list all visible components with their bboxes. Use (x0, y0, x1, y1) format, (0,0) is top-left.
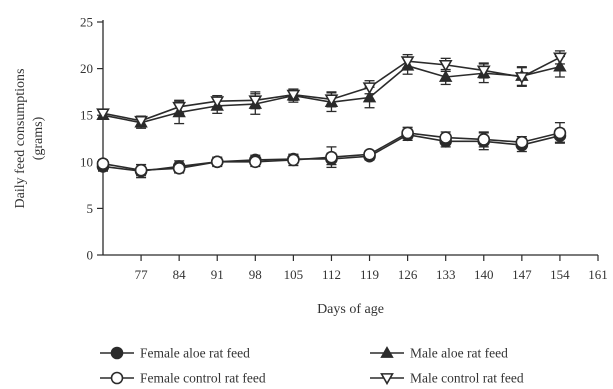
x-axis-title: Days of age (317, 302, 384, 317)
axes: 0 5 10 15 20 25 77 84 91 98 105 112 119 126 133 140 147 1… (80, 15, 608, 283)
data-point (249, 155, 262, 169)
data-point (134, 163, 148, 177)
data-point (96, 108, 110, 121)
x-tick-label: 91 (211, 267, 224, 282)
y-axis-unit: (grams) (31, 116, 46, 160)
data-point (438, 59, 453, 72)
x-tick-label: 147 (512, 267, 532, 282)
series-layer (96, 50, 567, 179)
data-point (96, 157, 110, 170)
x-tick-label: 126 (398, 267, 418, 282)
data-point (286, 89, 301, 102)
legend-label: Female control rat feed (140, 371, 266, 386)
data-point (515, 135, 529, 149)
legend-item: Female control rat feed (100, 371, 266, 386)
y-axis-title: Daily feed consumptions (13, 69, 28, 209)
y-tick-label: 25 (80, 15, 93, 30)
y-tick-label: 5 (87, 201, 94, 216)
data-point (363, 148, 376, 161)
data-point (380, 373, 394, 386)
data-point (134, 115, 148, 128)
data-point (210, 96, 225, 109)
x-tick-label: 112 (322, 267, 341, 282)
data-point (172, 101, 187, 114)
data-point (362, 82, 377, 95)
data-point (553, 59, 567, 72)
data-point (325, 150, 338, 164)
x-tick-label: 105 (284, 267, 304, 282)
data-point (287, 153, 300, 167)
legend-item: Male control rat feed (370, 371, 524, 386)
data-point (172, 162, 186, 175)
x-tick-label: 77 (135, 267, 149, 282)
data-point (401, 126, 414, 140)
data-point (553, 52, 567, 65)
data-point (324, 94, 339, 107)
data-point (477, 133, 491, 146)
data-point (362, 90, 377, 103)
legend-item: Female aloe rat feed (100, 346, 250, 361)
data-point (110, 346, 124, 360)
series-triangle-open (96, 50, 567, 128)
x-tick-label: 133 (436, 267, 456, 282)
data-point (210, 155, 224, 169)
data-point (110, 371, 124, 385)
legend-label: Male aloe rat feed (410, 346, 508, 361)
series-circle-open (96, 122, 567, 177)
x-tick-label: 84 (173, 267, 187, 282)
data-point (553, 126, 567, 140)
legend-label: Male control rat feed (410, 371, 524, 386)
x-tick-label: 154 (550, 267, 570, 282)
data-point (438, 70, 453, 82)
x-tick-label: 140 (474, 267, 494, 282)
data-point (514, 72, 529, 85)
data-point (248, 95, 263, 108)
x-tick-label: 119 (360, 267, 379, 282)
y-tick-label: 0 (87, 248, 94, 263)
x-tick-label: 98 (249, 267, 262, 282)
y-tick-label: 15 (80, 108, 93, 123)
data-point (400, 56, 415, 69)
legend-item: Male aloe rat feed (370, 346, 508, 361)
data-point (380, 346, 394, 358)
y-tick-label: 10 (80, 154, 93, 169)
data-point (439, 131, 452, 144)
x-tick-label: 161 (588, 267, 608, 282)
data-point (476, 65, 491, 78)
legend-label: Female aloe rat feed (140, 346, 250, 361)
legend: Female aloe rat feed Male aloe rat feed Fe… (100, 346, 524, 386)
y-tick-label: 20 (80, 61, 93, 76)
